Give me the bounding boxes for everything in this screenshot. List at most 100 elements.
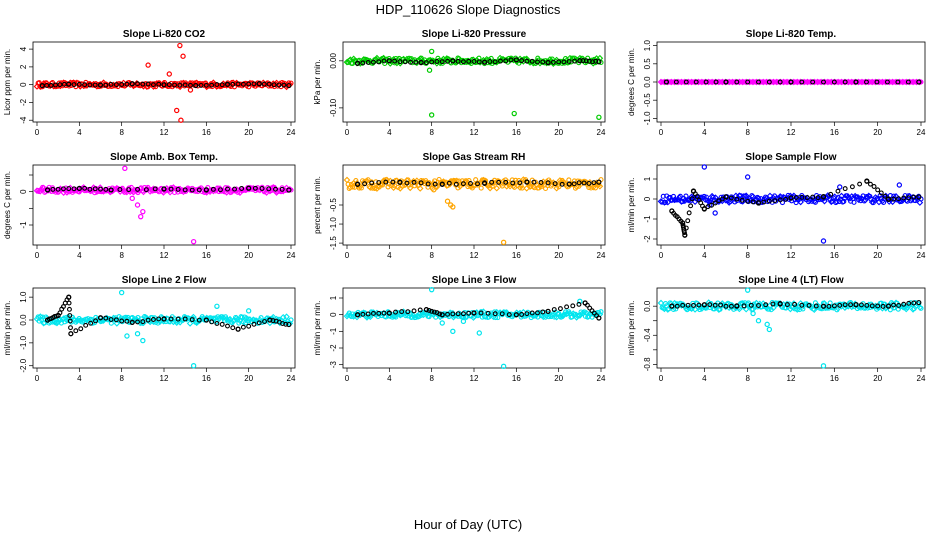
black-series-point	[286, 321, 292, 328]
black-series-point	[240, 324, 246, 330]
black-series-point	[806, 302, 812, 308]
black-series-point	[386, 58, 392, 64]
outlier-point	[701, 164, 708, 170]
black-series-point	[842, 79, 848, 85]
data-point	[478, 185, 484, 191]
outlier-point	[134, 202, 141, 208]
data-point	[271, 84, 277, 90]
black-series-point	[804, 195, 810, 201]
black-series-point	[270, 318, 276, 324]
data-point	[660, 193, 666, 199]
outlier-point	[476, 330, 482, 336]
data-point	[418, 312, 424, 318]
black-series-point	[246, 323, 252, 329]
black-series-point	[596, 179, 602, 185]
black-series-point	[489, 179, 495, 185]
black-series-point	[788, 79, 794, 85]
black-series-point	[182, 82, 188, 88]
x-tick-label: 16	[830, 374, 839, 383]
black-series-point	[411, 179, 417, 185]
black-series-point	[196, 317, 202, 323]
x-tick-label: 0	[659, 251, 664, 260]
x-tick-label: 24	[597, 374, 606, 383]
data-point	[916, 78, 924, 86]
data-point	[38, 316, 44, 323]
black-series-point	[381, 310, 387, 316]
black-series-point	[734, 79, 740, 85]
x-tick-label: 20	[873, 251, 882, 260]
data-point	[258, 315, 264, 321]
data-point	[516, 177, 522, 184]
black-series-point	[124, 81, 130, 87]
black-series-point	[788, 195, 794, 201]
black-series-point	[354, 181, 361, 187]
data-point	[787, 305, 794, 313]
black-series-point	[193, 82, 199, 89]
black-series-point	[87, 82, 93, 88]
black-series-point	[590, 59, 595, 65]
black-series-point	[540, 309, 546, 315]
y-axis-label: percent per min.	[313, 176, 322, 234]
black-series-point	[437, 311, 443, 317]
black-series-point	[718, 302, 724, 308]
black-series-point	[719, 196, 725, 202]
black-series-point	[376, 59, 382, 65]
outlier-point	[129, 195, 135, 202]
outlier-point	[124, 333, 130, 339]
x-tick-label: 24	[287, 128, 296, 137]
black-series-point	[777, 197, 783, 203]
black-series-point	[691, 302, 696, 308]
black-series-point	[67, 306, 72, 312]
black-series-point	[510, 180, 516, 186]
black-series-point	[354, 312, 361, 318]
black-series-point	[66, 300, 72, 306]
black-series-point	[586, 58, 592, 64]
black-series-point	[499, 311, 505, 317]
black-series-point	[93, 318, 99, 324]
data-point	[486, 184, 494, 192]
black-series-point	[214, 82, 220, 88]
black-series-point	[283, 321, 289, 327]
black-series-point	[566, 59, 572, 64]
black-series-point	[561, 59, 567, 65]
black-series-point	[203, 187, 209, 193]
outlier-point	[820, 363, 827, 369]
black-series-point	[172, 82, 178, 88]
black-series-point	[460, 311, 466, 317]
outlier-point	[511, 110, 517, 117]
data-point	[677, 193, 683, 199]
black-series-point	[496, 179, 502, 185]
black-series-point	[703, 79, 709, 85]
black-series-point	[693, 79, 699, 85]
y-tick-label: -1	[643, 215, 652, 223]
outlier-point	[214, 303, 220, 309]
x-tick-label: 8	[119, 251, 124, 260]
black-series-point	[911, 300, 917, 306]
black-series-point	[175, 316, 181, 322]
black-series-point	[529, 310, 535, 316]
black-series-point	[455, 311, 461, 317]
black-series-point	[772, 198, 778, 204]
black-series-point	[596, 59, 602, 65]
outlier-point	[178, 117, 184, 123]
black-series-point	[445, 311, 450, 317]
black-series-point	[67, 318, 73, 324]
x-tick-label: 20	[873, 128, 882, 137]
y-tick-label: -1.0	[643, 111, 652, 125]
black-series-point	[552, 181, 558, 187]
black-series-point	[365, 311, 371, 317]
black-series-point	[219, 321, 225, 327]
black-series-point	[663, 79, 670, 85]
outlier-point	[712, 210, 718, 216]
black-series-point	[256, 320, 262, 326]
data-point	[749, 193, 757, 200]
black-series-point	[880, 303, 886, 309]
black-series-point	[906, 195, 912, 201]
x-tick-label: 4	[702, 251, 707, 260]
black-series-point	[669, 208, 675, 214]
data-point	[556, 184, 562, 190]
x-tick-label: 20	[554, 128, 563, 137]
black-series-point	[411, 308, 417, 314]
outlier-point	[122, 165, 128, 172]
black-series-point	[498, 58, 503, 64]
